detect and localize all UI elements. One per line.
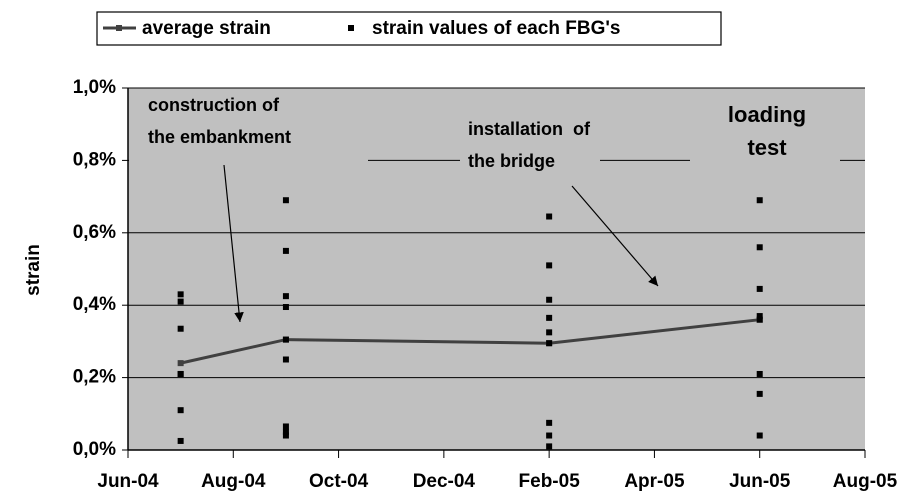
legend-marker bbox=[348, 25, 354, 31]
legend-label: average strain bbox=[142, 18, 271, 39]
legend-marker bbox=[116, 25, 122, 31]
data-point bbox=[756, 285, 763, 292]
y-tick-label: 0,8% bbox=[73, 149, 116, 170]
data-point bbox=[546, 314, 553, 321]
data-point bbox=[282, 293, 289, 300]
data-point bbox=[177, 370, 184, 377]
data-point bbox=[546, 419, 553, 426]
data-point bbox=[756, 390, 763, 397]
annotation: the embankment bbox=[148, 127, 291, 147]
annotation: test bbox=[747, 135, 787, 160]
data-point bbox=[282, 428, 289, 435]
data-point bbox=[177, 407, 184, 414]
annotation: installation of bbox=[468, 119, 591, 139]
x-tick-label: Feb-05 bbox=[519, 471, 581, 492]
y-tick-label: 0,0% bbox=[73, 439, 116, 460]
data-point bbox=[756, 370, 763, 377]
annotation: the bridge bbox=[468, 151, 555, 171]
data-point bbox=[546, 432, 553, 439]
data-point bbox=[177, 325, 184, 332]
data-point bbox=[756, 316, 763, 323]
data-point bbox=[282, 197, 289, 204]
x-tick-label: Jun-05 bbox=[729, 471, 791, 492]
data-point bbox=[756, 244, 763, 251]
data-point bbox=[546, 340, 553, 347]
data-point bbox=[282, 304, 289, 311]
data-point bbox=[546, 296, 553, 303]
data-point bbox=[546, 213, 553, 220]
data-point bbox=[546, 443, 553, 450]
data-point bbox=[177, 437, 184, 444]
x-tick-label: Jun-04 bbox=[97, 471, 159, 492]
annotation-background bbox=[129, 150, 368, 170]
data-point bbox=[546, 329, 553, 336]
y-tick-label: 0,2% bbox=[73, 367, 116, 388]
data-point bbox=[756, 197, 763, 204]
x-tick-label: Aug-05 bbox=[833, 471, 898, 492]
plot-background bbox=[128, 88, 865, 450]
average-line bbox=[180, 318, 760, 365]
average-point bbox=[177, 360, 184, 367]
y-axis-label: strain bbox=[23, 244, 44, 296]
data-point bbox=[756, 313, 763, 320]
data-point bbox=[282, 423, 289, 430]
annotation-arrow bbox=[571, 185, 659, 287]
x-tick-label: Apr-05 bbox=[624, 471, 685, 492]
y-tick-label: 0,4% bbox=[73, 294, 116, 315]
annotation: construction of bbox=[148, 95, 280, 115]
data-point bbox=[177, 291, 184, 298]
x-tick-label: Dec-04 bbox=[413, 471, 476, 492]
x-tick-label: Aug-04 bbox=[201, 471, 266, 492]
y-tick-label: 0,6% bbox=[73, 222, 116, 243]
legend-box bbox=[96, 11, 722, 46]
data-point bbox=[282, 336, 289, 343]
data-point bbox=[282, 432, 289, 439]
data-point bbox=[756, 432, 763, 439]
annotation-arrow bbox=[223, 164, 244, 323]
data-point bbox=[282, 247, 289, 254]
data-point bbox=[177, 298, 184, 305]
data-point bbox=[282, 356, 289, 363]
y-tick-label: 1,0% bbox=[73, 77, 116, 98]
data-point bbox=[546, 262, 553, 269]
annotation: loading bbox=[728, 102, 806, 127]
legend-label: strain values of each FBG's bbox=[372, 18, 620, 39]
x-tick-label: Oct-04 bbox=[309, 471, 369, 492]
annotation-background bbox=[460, 150, 600, 170]
annotation-background bbox=[690, 150, 840, 170]
